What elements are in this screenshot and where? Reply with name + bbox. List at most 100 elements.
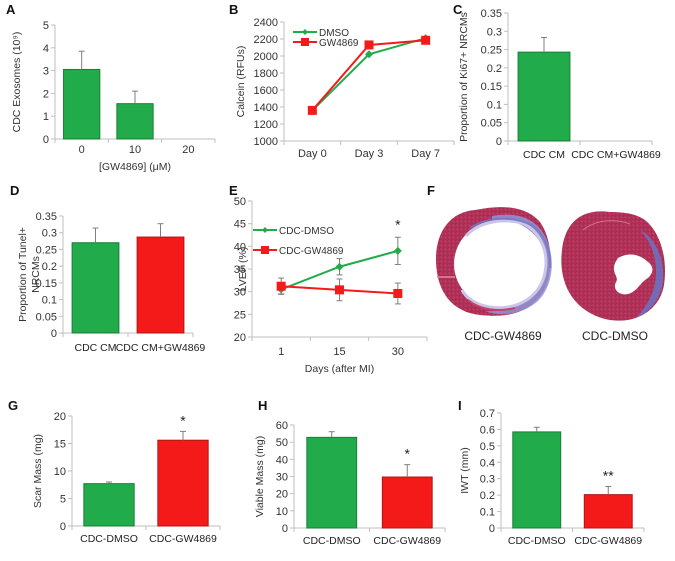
bar — [381, 476, 433, 529]
y-tick-label: 0 — [43, 134, 49, 146]
y-tick-label: 0.6 — [480, 424, 495, 436]
bar — [306, 436, 358, 529]
x-tick-label: 1 — [278, 346, 284, 358]
y-tick-label: 0.15 — [36, 278, 57, 290]
y-tick-label: 0.7 — [480, 408, 495, 420]
histology-image-gw4869 — [435, 207, 552, 316]
panel-d: D 0 0.05 0.1 0.15 0.2 0.25 0.3 0.35 CDC CM CDC CM+… — [10, 183, 205, 354]
x-tick-label: CDC CM+GW4869 — [571, 149, 661, 161]
y-tick-label: 2000 — [254, 51, 278, 63]
y-tick-label: 0.3 — [480, 474, 495, 486]
x-tick-label: CDC-DMSO — [303, 535, 361, 547]
y-axis-title: LVEF (%) — [237, 247, 249, 292]
y-axis-title: IWT (mm) — [459, 447, 471, 493]
y-tick-label: 1200 — [254, 119, 278, 131]
y-tick-label: 0.15 — [481, 81, 502, 93]
data-point — [307, 105, 317, 115]
y-tick-label: 0.25 — [481, 45, 502, 57]
x-tick-label: 10 — [129, 144, 141, 156]
y-tick-label: 0.1 — [480, 507, 495, 519]
y-tick-label: 0.25 — [36, 244, 57, 256]
panel-a: A 0 1 2 3 4 5 0 10 20 CDC Exosomes (10⁹) [GW4869] (… — [6, 2, 216, 173]
y-axis-title: NRCMs — [30, 256, 42, 293]
y-tick-label: 5 — [43, 20, 49, 32]
panel-letter-b: B — [229, 2, 238, 17]
y-tick-label: 20 — [54, 411, 66, 423]
x-axis-title: [GW4869] (μM) — [99, 161, 171, 173]
x-tick-label: 15 — [333, 346, 345, 358]
y-tick-label: 30 — [276, 472, 288, 484]
y-tick-label: 0.2 — [480, 490, 495, 502]
y-tick-label: 0.05 — [481, 118, 502, 130]
panel-letter-f: F — [427, 183, 435, 198]
data-point — [365, 50, 373, 59]
y-tick-label: 50 — [234, 196, 246, 208]
y-tick-label: 1800 — [254, 68, 278, 80]
legend-marker — [261, 246, 269, 254]
x-tick-label: CDC-DMSO — [508, 535, 566, 547]
significance-marker: * — [395, 216, 401, 232]
y-tick-label: 0.35 — [36, 211, 57, 223]
y-tick-label: 2400 — [254, 17, 278, 29]
y-tick-label: 2 — [43, 88, 49, 100]
y-tick-label: 0.35 — [481, 8, 502, 20]
y-tick-label: 0.3 — [42, 228, 57, 240]
panel-g: G 0 5 10 15 20 CDC-DMSO CDC-GW4869 Scar Mass (mg… — [8, 398, 221, 545]
y-axis-title: CDC Exosomes (10⁹) — [11, 32, 23, 133]
y-tick-label: 10 — [54, 466, 66, 478]
data-point — [276, 281, 286, 291]
legend-marker — [302, 29, 308, 35]
y-tick-label: 45 — [234, 219, 246, 231]
y-tick-label: 0 — [51, 328, 57, 340]
y-tick-label: 0.2 — [42, 261, 57, 273]
panel-letter-h: H — [258, 398, 267, 413]
x-tick-label: CDC-GW4869 — [149, 533, 217, 545]
y-tick-label: 0.1 — [42, 295, 57, 307]
bar — [116, 103, 154, 140]
x-tick-label: Day 0 — [298, 148, 327, 160]
significance-marker: * — [180, 412, 186, 428]
y-axis-title: Calcein (RFUs) — [235, 46, 247, 118]
legend-label: DMSO — [319, 28, 349, 39]
y-tick-label: 25 — [234, 309, 246, 321]
bar — [512, 431, 562, 529]
y-tick-label: 0.4 — [480, 457, 495, 469]
x-tick-label: CDC-GW4869 — [373, 535, 441, 547]
panel-letter-i: I — [458, 398, 462, 413]
bar — [157, 439, 209, 527]
y-axis-title: Scar Mass (mg) — [32, 434, 44, 508]
y-tick-label: 10 — [276, 506, 288, 518]
bar — [583, 494, 633, 529]
legend-marker — [301, 38, 309, 46]
x-tick-label: CDC CM — [75, 342, 117, 354]
x-tick-label: CDC-GW4869 — [574, 535, 642, 547]
y-tick-label: 0 — [489, 523, 495, 535]
bar — [517, 51, 571, 142]
legend-marker — [262, 227, 268, 233]
data-point — [393, 246, 402, 255]
x-tick-label: Day 3 — [355, 148, 384, 160]
x-tick-label: 0 — [79, 144, 85, 156]
y-axis-title: Proportion of Ki67+ NRCMs — [458, 12, 470, 142]
panel-letter-a: A — [6, 2, 16, 17]
y-tick-label: 0.3 — [487, 26, 502, 38]
legend-label: GW4869 — [319, 38, 359, 49]
panel-b: B 1000 1200 1400 1600 1800 2000 2200 2400 Day 0 Da… — [229, 2, 455, 160]
y-tick-label: 30 — [234, 287, 246, 299]
x-tick-label: 30 — [392, 346, 404, 358]
y-tick-label: 60 — [276, 420, 288, 432]
y-axis-title: Proportion of Tunel+ — [17, 227, 29, 322]
data-point — [335, 285, 344, 295]
y-tick-label: 0 — [282, 523, 288, 535]
y-tick-label: 0.2 — [487, 63, 502, 75]
histology-image-dmso — [561, 211, 666, 321]
panel-letter-d: D — [10, 183, 19, 198]
y-tick-label: 3 — [43, 66, 49, 78]
y-tick-label: 1000 — [254, 136, 278, 148]
y-tick-label: 20 — [234, 332, 246, 344]
y-tick-label: 0.5 — [480, 441, 495, 453]
bar — [83, 483, 135, 527]
x-tick-label: CDC-DMSO — [80, 533, 138, 545]
legend-label: CDC-GW4869 — [279, 246, 344, 257]
